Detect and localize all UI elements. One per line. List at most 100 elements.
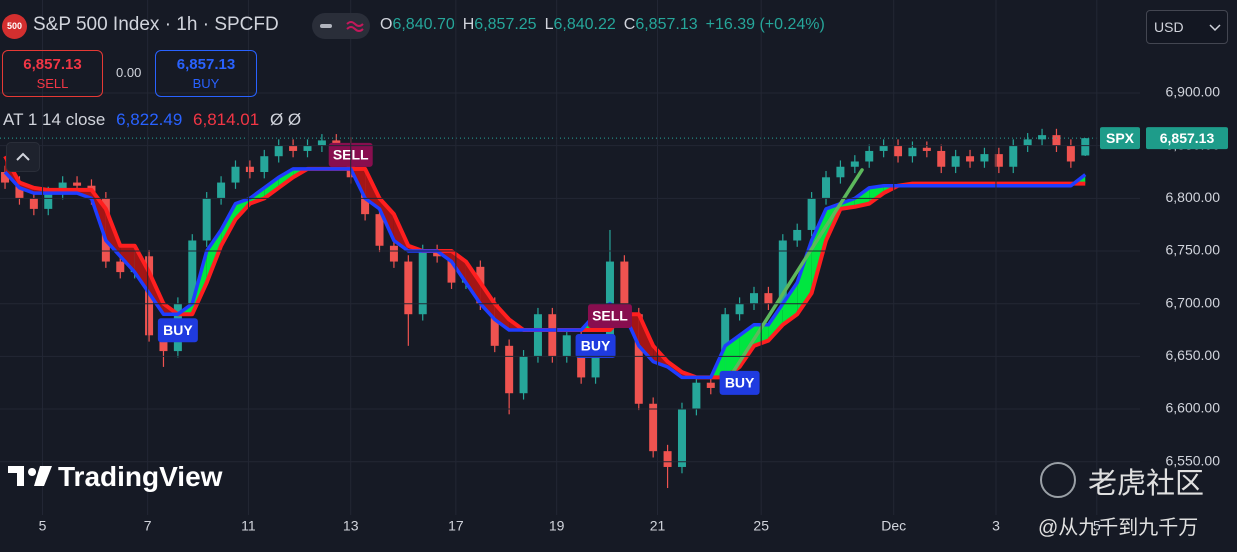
x-tick-label: 17 <box>448 518 464 534</box>
ohlc-key: O <box>380 16 393 33</box>
candle-body <box>591 345 600 378</box>
x-tick-label: 11 <box>241 518 256 534</box>
tv-logo-icon <box>8 466 52 486</box>
signal-label: BUY <box>581 338 611 354</box>
candle-body <box>274 145 283 157</box>
x-tick-label: 7 <box>144 518 152 534</box>
candle-body <box>634 314 643 404</box>
symbol-badge[interactable]: 500 <box>2 14 27 39</box>
candle-body <box>850 161 859 167</box>
signal-label: BUY <box>163 322 193 338</box>
x-tick-label: 21 <box>650 518 666 534</box>
candle-body <box>375 214 384 246</box>
ohlc-key: H <box>462 16 475 33</box>
buy-price: 6,857.13 <box>176 56 236 73</box>
candle-body <box>562 335 571 357</box>
price-tag-label: 6,857.13 <box>1160 130 1215 146</box>
candle-body <box>865 150 874 162</box>
sell-price: 6,857.13 <box>23 56 82 73</box>
band-fill <box>480 282 495 320</box>
band-fill <box>465 261 481 304</box>
candle-body <box>389 245 398 262</box>
collapse-button[interactable] <box>6 142 40 172</box>
candle-body <box>649 403 658 452</box>
tv-brand: TradingView <box>58 461 223 492</box>
y-tick-label: 6,750.00 <box>1166 242 1221 258</box>
candle-body <box>836 166 845 178</box>
candle-body <box>908 147 917 157</box>
candle-body <box>749 293 758 304</box>
candle-body <box>677 409 686 467</box>
spread: 0.00 <box>116 65 142 80</box>
candle-body <box>951 156 960 167</box>
wave-icon <box>346 21 364 32</box>
candle-body <box>706 382 715 388</box>
candle-body <box>764 293 773 304</box>
signal-box <box>157 318 198 343</box>
chevron-up <box>16 152 30 161</box>
ohlc-value: 6,840.70 <box>392 16 455 33</box>
candle-body <box>663 451 672 467</box>
ohlc-value: 6,857.25 <box>474 16 537 33</box>
candle-body <box>418 251 427 315</box>
ohlc-value: 6,840.22 <box>553 16 616 33</box>
signal-label: BUY <box>725 375 755 391</box>
candle-body <box>1038 135 1047 140</box>
ohlc-key: C <box>623 16 636 33</box>
site-logo <box>1040 462 1076 498</box>
candle-body <box>994 154 1003 167</box>
candle-body <box>937 150 946 167</box>
y-tick-label: 6,900.00 <box>1166 84 1221 100</box>
indicator-name: AT 1 14 close <box>3 110 106 129</box>
dropdown-arrow <box>1209 24 1221 32</box>
candle-body <box>159 335 168 352</box>
candle-body <box>1 172 10 183</box>
author: @从九千到九千万 <box>1038 517 1199 539</box>
buy-button[interactable]: 6,857.13 BUY <box>155 50 257 97</box>
currency-select[interactable]: USD <box>1146 10 1228 44</box>
candle-body <box>404 261 413 315</box>
candle-body <box>303 145 312 151</box>
y-tick-label: 6,650.00 <box>1166 347 1221 363</box>
candle-body <box>317 140 326 146</box>
indicator-slow: 6,814.01 <box>193 110 260 129</box>
band-fill <box>120 245 135 273</box>
y-tick-label: 6,700.00 <box>1166 294 1221 310</box>
band-fill <box>264 177 279 199</box>
x-tick-label: 3 <box>992 518 1000 534</box>
candle-body <box>433 251 442 257</box>
signal-box <box>575 334 616 359</box>
candle-body <box>116 261 125 273</box>
x-tick-label: 5 <box>39 518 47 534</box>
sell-button[interactable]: 6,857.13 SELL <box>2 50 103 97</box>
x-tick-label: 5 <box>1093 518 1101 534</box>
signal-box <box>587 304 632 329</box>
y-tick-label: 6,600.00 <box>1166 400 1221 416</box>
indicator-legend[interactable]: AT 1 14 close 6,822.49 6,814.01 Ø Ø <box>3 110 301 130</box>
candle-body <box>332 140 341 144</box>
ohlc-key: L <box>544 16 554 33</box>
indicator-fast: 6,822.49 <box>116 110 183 129</box>
candle-body <box>533 314 542 357</box>
candle-body <box>519 356 528 394</box>
symbol-title[interactable]: S&P 500 Index · 1h · SPCFD <box>33 14 279 35</box>
candle-body <box>188 240 197 304</box>
candle-body <box>260 156 269 173</box>
candle-body <box>620 261 629 315</box>
site-name: 老虎社区 <box>1088 468 1205 500</box>
candle-body <box>966 156 975 162</box>
indicator-line <box>3 167 1087 380</box>
indicator-extra: Ø Ø <box>269 110 302 129</box>
candle-body <box>1052 135 1061 146</box>
band-fill <box>768 303 783 341</box>
candle-body <box>1023 139 1032 146</box>
signal-label: SELL <box>592 308 628 324</box>
toggle-pill[interactable] <box>312 13 370 39</box>
ohlc-legend: O6,840.70 H6,857.25 L6,840.22 C6,857.13 +16.… <box>380 16 825 34</box>
candle-body <box>807 198 816 230</box>
candle-body <box>490 303 499 346</box>
candle-body <box>692 382 701 410</box>
candle-body <box>735 303 744 315</box>
candle-body <box>778 240 787 304</box>
